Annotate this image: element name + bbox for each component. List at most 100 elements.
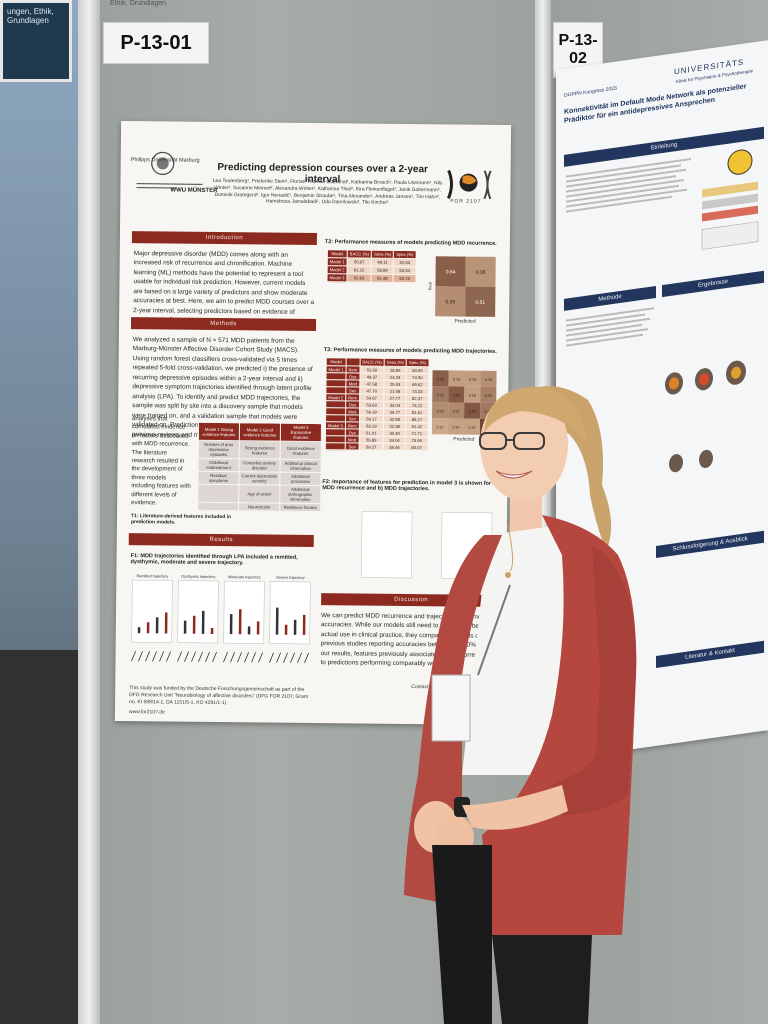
table-cell: Model 1 (327, 257, 348, 266)
confusion-value: 0.39 (445, 299, 455, 305)
website-text: www.for2107.de (128, 709, 165, 716)
frame-post (78, 0, 100, 1024)
confusion-matrix-recurrence: 0.64 0.36 0.39 0.61 Predicted Real (427, 256, 496, 325)
trajectory-glyph (212, 651, 217, 663)
booth-label-left: P-13-01 (103, 22, 209, 64)
confusion-cell (448, 386, 465, 403)
table-header-cell: Sens (%) (384, 358, 407, 367)
trajectory-bar (183, 620, 187, 634)
section-header-literatur: Literatur & Kontakt (656, 640, 764, 668)
confusion-value: 0.15 (469, 378, 476, 382)
confusion-cell (463, 418, 481, 435)
table-header-cell: Model 2 Good evidence features (239, 422, 281, 442)
confusion-x-label: Predicted (454, 318, 475, 324)
trajectory-panel (223, 580, 265, 644)
table-cell: 61.48 (371, 274, 394, 283)
table-cell: 58.89 (371, 266, 394, 275)
university-logo (136, 151, 203, 189)
figure-1-caption: F1: MDD trajectories identified through … (130, 553, 298, 567)
table-header-cell: Spec (%) (406, 358, 429, 367)
table-cell: Residual symptoms (197, 471, 239, 485)
confusion-value: 0.14 (468, 426, 475, 430)
methode-text-block (566, 304, 654, 349)
table-cell (197, 502, 239, 511)
table-header-cell: BACC (%) (359, 357, 385, 367)
table-cell: 63.34 (393, 266, 416, 275)
trajectory-panel (269, 581, 311, 645)
trajectory-glyph (159, 651, 164, 662)
section-header-introduction: Introduction (131, 231, 317, 246)
trajectory-panel-title: Moderate trajectory (228, 575, 261, 579)
table-row: Childhood maltreatment Comorbid anxiety d… (197, 458, 322, 473)
table-cell: Strong evidence features (239, 440, 281, 460)
section-header-ergebnisse: Ergebnisse (662, 270, 764, 298)
trajectory-bar (275, 607, 279, 635)
poster-right: DGPPN Kongress 2023 UNIVERSITÄTS Klinik … (556, 40, 768, 761)
table-cell: Additional processes (279, 472, 321, 486)
table-cell: Sev (345, 442, 360, 450)
introduction-text: Major depressive disorder (MDD) comes al… (133, 250, 315, 324)
trajectory-glyph (166, 651, 171, 662)
trajectory-glyph (269, 652, 274, 663)
trajectory-glyph (145, 651, 150, 662)
table-cell: Good evidence features (280, 441, 322, 460)
table-cell: 52.63 (393, 258, 416, 267)
confusion-cell (435, 286, 466, 317)
confusion-cell (431, 418, 449, 435)
research-unit-logo (446, 169, 492, 200)
table-cell: Resilience factors (279, 503, 321, 512)
table-header-cell: Model (326, 357, 347, 366)
section-sign: ungen, Ethik, Grundlagen (0, 0, 72, 82)
table-row: Age of onset Additional demographic infor… (197, 484, 321, 504)
table-cell: 63.78 (393, 274, 416, 283)
confusion-value: 0.15 (453, 377, 460, 381)
trajectory-glyph (223, 651, 228, 663)
table-cell: Model 2 (327, 265, 348, 274)
trajectory-glyph (230, 652, 235, 663)
research-unit-logo-text: FOR 2107 (450, 198, 482, 205)
trajectory-glyph (237, 652, 242, 663)
trajectory-glyph (152, 651, 157, 662)
confusion-cell (465, 256, 496, 287)
trajectory-bar (201, 610, 205, 634)
methods-text-continued: analyses that cumulated evidence on fact… (131, 416, 191, 507)
confusion-value: 0.25 (437, 393, 444, 397)
confusion-cell (480, 370, 497, 387)
confusion-value: 0.33 (453, 393, 460, 397)
trajectory-panel-title: Dysthymic trajectory (181, 575, 215, 579)
table-cell: Additional demographic information (279, 485, 321, 504)
confusion-cell (464, 386, 481, 403)
table-cell: Model 3 (326, 273, 347, 282)
confusion-value: 0.19 (485, 378, 492, 382)
table-header-cell: Sens (%) (371, 250, 394, 259)
table-1-caption: T1: Literature-derived features included… (130, 513, 232, 526)
table-header-cell: Model 1 Strong evidence features (198, 422, 240, 441)
poster-authors: Lea Teutenberg¹, Frederike Stein¹, Flori… (212, 177, 443, 207)
table-cell: Comorbid anxiety disorder (238, 458, 281, 473)
confusion-cell (448, 402, 465, 419)
table-cell: Neuroticism (238, 502, 280, 512)
confusion-value: 0.32 (437, 377, 444, 381)
network-diagram (701, 149, 759, 250)
trajectory-glyph (283, 652, 288, 663)
confusion-cell (448, 370, 465, 387)
confusion-value: 0.15 (469, 394, 476, 398)
trajectory-glyph (276, 652, 281, 663)
trajectory-glyph (205, 651, 210, 663)
trajectory-glyph (290, 652, 295, 663)
presenter-person (404, 386, 637, 1024)
confusion-value: 0.20 (437, 409, 444, 413)
trajectory-bar (192, 615, 196, 634)
trajectory-glyph (191, 651, 196, 662)
table-cell: Current depression severity (238, 471, 280, 486)
confusion-value: 0.12 (436, 425, 443, 429)
table-cell: Additional clinical information (279, 459, 322, 473)
table-cell: 61.12 (346, 265, 372, 275)
trajectory-glyph (304, 652, 309, 664)
trajectory-bar (164, 612, 168, 634)
university-logo-text: Philipps Universität Marburg (130, 157, 200, 164)
trajectory-bar (284, 624, 288, 635)
confusion-cell (435, 256, 466, 287)
table-header-cell: BACC (%) (347, 249, 372, 259)
table-header-cell: Model 3 Explorative features (280, 423, 322, 442)
